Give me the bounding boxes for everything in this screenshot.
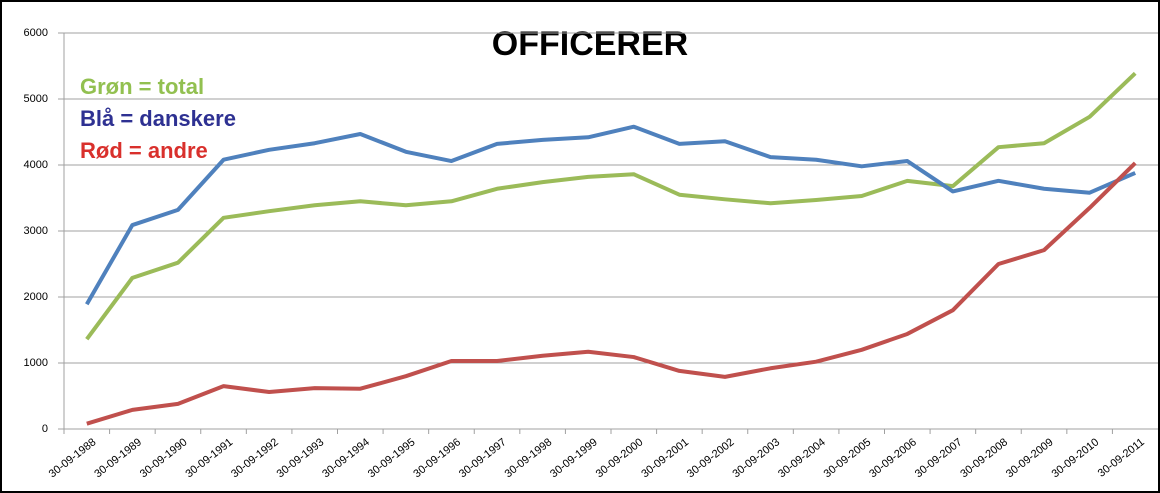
y-tick-label: 0	[42, 423, 48, 435]
y-tick-label: 3000	[24, 225, 48, 237]
y-tick-label: 2000	[24, 291, 48, 303]
y-tick-label: 5000	[24, 93, 48, 105]
series-line	[85, 124, 1137, 306]
legend-label: Grøn = total	[80, 74, 204, 99]
y-tick-label: 4000	[24, 159, 48, 171]
legend-label: Blå = danskere	[80, 106, 236, 131]
legend-label: Rød = andre	[80, 138, 208, 163]
series-line	[85, 71, 1137, 341]
series-line	[86, 161, 1137, 426]
y-tick-label: 6000	[24, 27, 48, 39]
chart-title: OFFICERER	[492, 25, 688, 63]
y-tick-label: 1000	[24, 357, 48, 369]
